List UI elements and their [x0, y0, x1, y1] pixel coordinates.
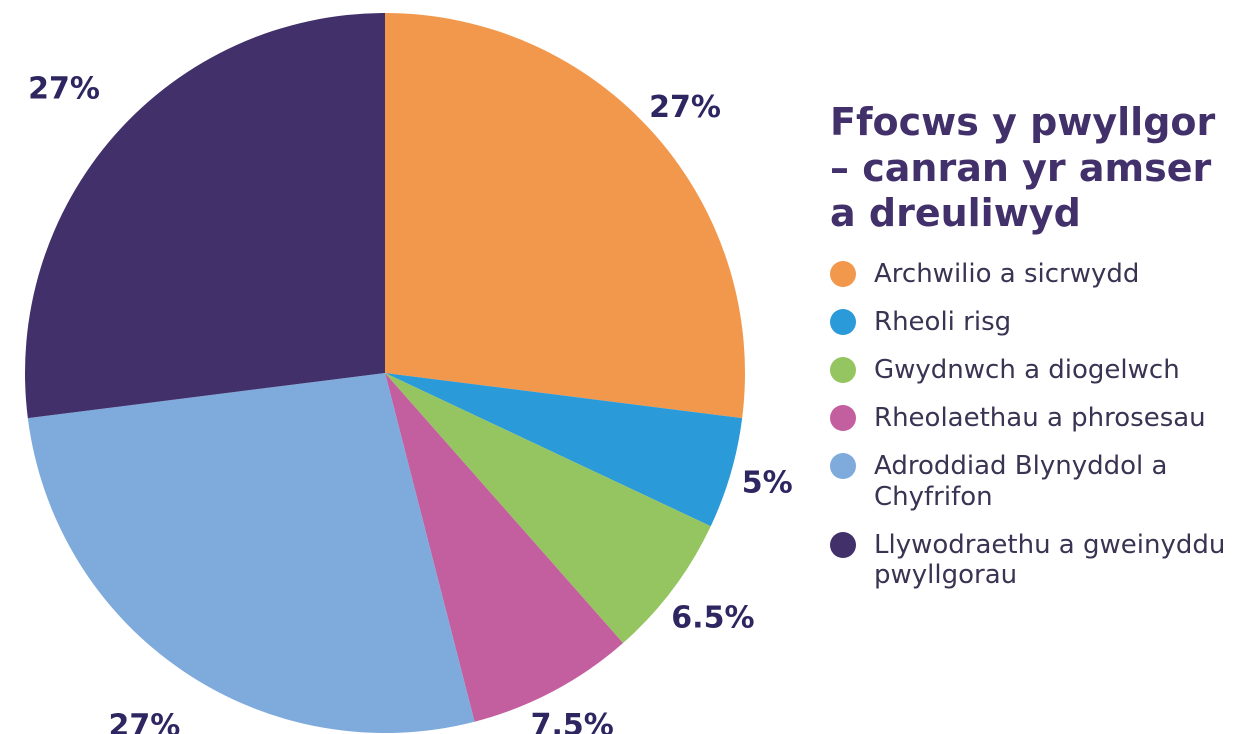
legend-item-adroddiad: Adroddiad Blynyddol a Chyfrifon: [830, 451, 1245, 512]
pie-slice: [27, 373, 475, 734]
legend-label: Llywodraethu a gweinyddu pwyllgorau: [874, 529, 1226, 590]
legend-swatch-icon: [830, 308, 856, 335]
chart-title: Ffocws y pwyllgor – canran yr amser a dr…: [830, 100, 1216, 236]
legend-label: Archwilio a sicrwydd: [874, 258, 1140, 289]
legend-item-rheolaethau: Rheolaethau a phrosesau: [830, 403, 1245, 433]
pie-percent-labels: 27% 5% 6.5% 7.5% 27% 27%: [28, 72, 793, 734]
pie-percent-label: 27%: [108, 709, 180, 734]
legend-label: Adroddiad Blynyddol a Chyfrifon: [874, 451, 1168, 512]
legend: Archwilio a sicrwydd Rheoli risg Gwydnwc…: [830, 259, 1245, 590]
legend-swatch-icon: [830, 531, 856, 558]
pie-percent-label: 27%: [28, 72, 100, 107]
pie-slice: [25, 13, 386, 419]
legend-item-rheoli-risg: Rheoli risg: [830, 307, 1245, 337]
pie-slices: [25, 13, 745, 734]
pie-percent-label: 27%: [649, 90, 721, 125]
legend-label: Rheoli risg: [874, 306, 1012, 337]
legend-item-archwilio: Archwilio a sicrwydd: [830, 259, 1245, 289]
pie-percent-label: 6.5%: [671, 601, 754, 636]
legend-swatch-icon: [830, 357, 856, 384]
legend-item-gwydnwch: Gwydnwch a diogelwch: [830, 355, 1245, 385]
pie-slice: [385, 373, 624, 722]
legend-label: Rheolaethau a phrosesau: [874, 403, 1206, 434]
legend-label: Gwydnwch a diogelwch: [874, 355, 1180, 386]
legend-panel: Ffocws y pwyllgor – canran yr amser a dr…: [830, 100, 1245, 608]
pie-percent-label: 7.5%: [531, 708, 614, 734]
pie-slice: [385, 13, 745, 419]
legend-swatch-icon: [830, 260, 856, 287]
legend-swatch-icon: [830, 405, 856, 432]
pie-slice: [385, 373, 743, 527]
pie-percent-label: 5%: [742, 466, 793, 501]
legend-item-llywodraethu: Llywodraethu a gweinyddu pwyllgorau: [830, 530, 1245, 590]
pie-slice: [385, 373, 711, 644]
legend-swatch-icon: [830, 453, 856, 480]
